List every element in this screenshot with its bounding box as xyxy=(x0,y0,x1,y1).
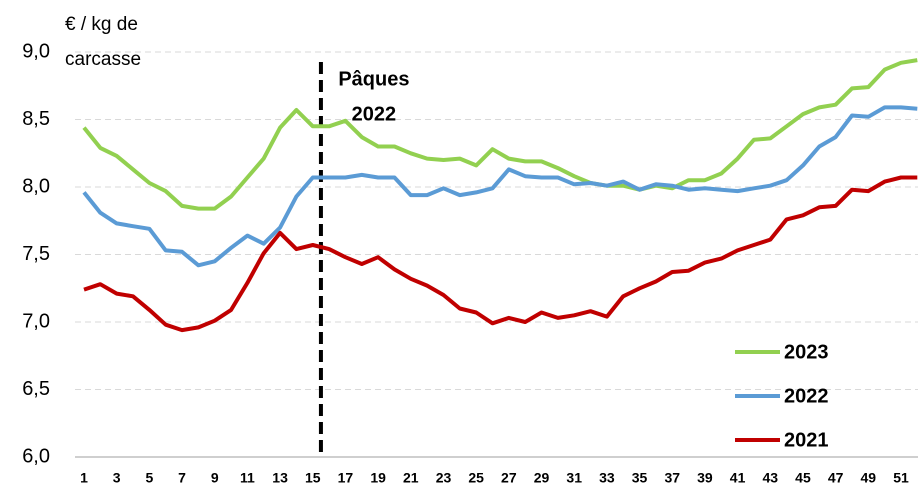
x-tick-label: 5 xyxy=(145,470,153,486)
y-tick-label: 7,0 xyxy=(22,310,50,332)
x-tick-label: 15 xyxy=(305,470,321,486)
y-axis-label: € / kg de xyxy=(65,14,138,35)
line-series xyxy=(82,105,918,268)
x-tick-label: 17 xyxy=(338,470,354,486)
x-tick-label: 13 xyxy=(272,470,288,486)
x-tick-label: 47 xyxy=(828,470,844,486)
x-tick-label: 7 xyxy=(178,470,186,486)
x-tick-label: 21 xyxy=(403,470,419,486)
y-tick-label: 8,0 xyxy=(22,175,50,197)
x-tick-label: 31 xyxy=(566,470,582,486)
y-tick-label: 8,5 xyxy=(22,108,50,130)
legend-label: 2022 xyxy=(784,385,829,407)
x-tick-label: 33 xyxy=(599,470,615,486)
y-tick-label: 7,5 xyxy=(22,243,50,265)
x-tick-label: 35 xyxy=(632,470,648,486)
x-tick-label: 25 xyxy=(468,470,484,486)
y-tick-label: 6,0 xyxy=(22,445,50,467)
x-tick-label: 37 xyxy=(664,470,680,486)
line-series xyxy=(82,58,918,211)
x-tick-label: 1 xyxy=(80,470,88,486)
legend-label: 2021 xyxy=(784,429,829,451)
line-series xyxy=(83,175,918,333)
x-tick-label: 43 xyxy=(762,470,778,486)
legend-label: 2023 xyxy=(784,341,829,363)
x-tick-label: 51 xyxy=(893,470,909,486)
x-tick-label: 3 xyxy=(113,470,121,486)
x-tick-label: 49 xyxy=(861,470,877,486)
y-axis-label: carcasse xyxy=(65,49,141,70)
x-tick-label: 27 xyxy=(501,470,517,486)
y-tick-label: 6,5 xyxy=(22,378,50,400)
x-tick-label: 39 xyxy=(697,470,713,486)
x-tick-label: 19 xyxy=(370,470,386,486)
y-tick-label: 9,0 xyxy=(22,40,50,62)
x-tick-label: 9 xyxy=(211,470,219,486)
annotation-text: 2022 xyxy=(352,103,397,125)
annotation-text: Pâques xyxy=(338,68,409,90)
x-tick-label: 11 xyxy=(240,470,255,486)
x-tick-label: 29 xyxy=(534,470,550,486)
x-tick-label: 45 xyxy=(795,470,811,486)
x-tick-label: 23 xyxy=(436,470,452,486)
x-tick-label: 41 xyxy=(730,470,746,486)
